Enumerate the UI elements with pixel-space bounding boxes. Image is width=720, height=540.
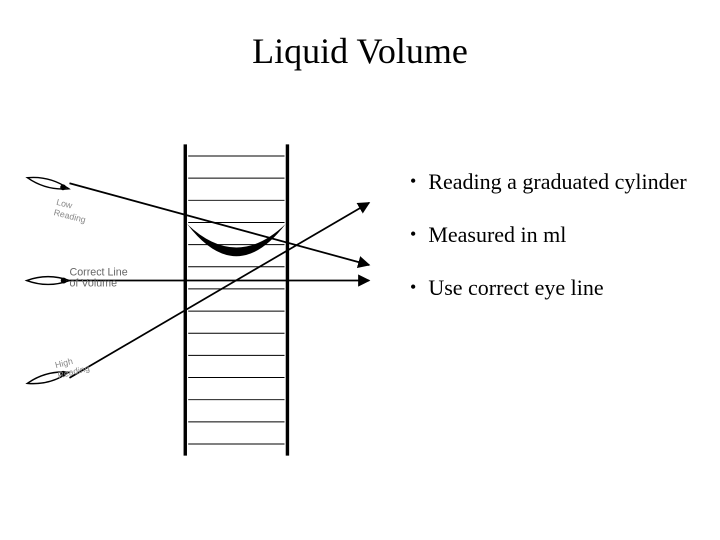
bullet-item: • Measured in ml	[410, 218, 710, 251]
eye-icon	[26, 174, 69, 193]
meniscus-diagram: LowReading Correct Lineof Volume HighReadi…	[15, 130, 375, 470]
bullet-list: • Reading a graduated cylinder • Measured i…	[410, 165, 710, 324]
bullet-dot-icon: •	[410, 165, 416, 197]
label-correct: Correct Lineof Volume	[69, 267, 127, 290]
bullet-text: Reading a graduated cylinder	[428, 165, 710, 198]
bullet-item: • Reading a graduated cylinder	[410, 165, 710, 198]
page-title: Liquid Volume	[252, 30, 468, 72]
bullet-item: • Use correct eye line	[410, 271, 710, 304]
eye-icon	[27, 277, 70, 285]
label-low: LowReading	[53, 197, 90, 225]
label-high: HighReading	[54, 352, 91, 380]
svg-text:of Volume: of Volume	[69, 277, 117, 289]
bullet-text: Measured in ml	[428, 218, 710, 251]
bullet-dot-icon: •	[410, 271, 416, 303]
bullet-dot-icon: •	[410, 218, 416, 250]
sightline-high	[69, 203, 369, 378]
bullet-text: Use correct eye line	[428, 271, 710, 304]
sightline-low	[69, 183, 369, 265]
